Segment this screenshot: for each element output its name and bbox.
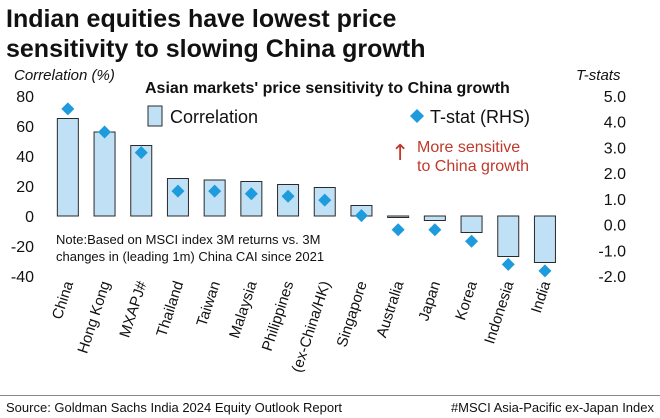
x-tick-label: Thailand [153, 279, 187, 339]
legend-tstat-label: T-stat (RHS) [430, 107, 530, 127]
bar [203, 179, 226, 217]
legend-correlation-label: Correlation [170, 107, 258, 127]
y2-tick-label: -2.0 [598, 269, 626, 286]
x-tick-label: Singapore [333, 279, 370, 349]
legend-bar-swatch [147, 105, 163, 127]
x-tick-label: Australia [373, 278, 407, 339]
y-tick-label: 20 [16, 179, 34, 196]
x-tick-label: Taiwan [193, 279, 224, 329]
annotation-line-1: More sensitive [417, 139, 520, 156]
x-tick-label: (ex-China/HK) [289, 279, 335, 375]
tstat-marker [61, 102, 75, 116]
bar [130, 145, 153, 217]
tstat-marker [244, 187, 258, 201]
x-tick-label: Japan [415, 279, 444, 323]
headline-line-2: sensitivity to slowing China growth [6, 35, 426, 63]
bar [387, 215, 410, 218]
x-tick-label: Indonesia [481, 278, 517, 346]
y-tick-label: 60 [16, 119, 34, 136]
x-tick-label: Korea [452, 278, 481, 322]
annotation-line-2: to China growth [417, 158, 529, 175]
left-axis-ticks: 80 60 40 20 0 -20 -40 [11, 89, 34, 286]
headline-line-1: Indian equities have lowest price [6, 5, 397, 33]
bar [460, 215, 483, 233]
x-tick-label: India [528, 278, 554, 315]
legend-diamond-marker [410, 109, 424, 123]
y-tick-label: -20 [11, 239, 34, 256]
bar [533, 215, 556, 263]
footer: Source: Goldman Sachs India 2024 Equity … [0, 395, 660, 418]
bar [56, 118, 79, 217]
x-tick-label: China [49, 278, 77, 321]
tstat-marker [208, 184, 222, 198]
tstat-marker [318, 193, 332, 207]
tstat-marker [391, 223, 405, 237]
note-line-1: Note:Based on MSCI index 3M returns vs. … [56, 232, 320, 247]
y2-tick-label: -1.0 [598, 243, 626, 260]
x-tick-label: Philippines [259, 279, 298, 353]
y-tick-label: 0 [25, 209, 34, 226]
x-tick-label: Hong Kong [74, 279, 113, 356]
tstat-marker [354, 209, 368, 223]
bar [497, 215, 520, 257]
tstat-marker [281, 189, 295, 203]
y2-tick-label: 3.0 [604, 140, 626, 157]
annotation: ↑ More sensitive to China growth [391, 139, 529, 175]
tstat-marker [134, 146, 148, 160]
y2-tick-label: 5.0 [604, 89, 626, 106]
tstat-marker [428, 223, 442, 237]
source-note: Source: Goldman Sachs India 2024 Equity … [6, 400, 343, 415]
y-tick-label: -40 [11, 269, 34, 286]
tstat-marker [501, 257, 515, 271]
footnote: #MSCI Asia-Pacific ex-Japan Index [450, 400, 654, 415]
y2-axis-label: T-stats [576, 67, 621, 84]
y2-tick-label: 0.0 [604, 218, 626, 235]
bar [423, 215, 446, 221]
annotation-arrow: ↑ [391, 141, 409, 166]
tstat-marker [538, 264, 552, 278]
y2-tick-label: 4.0 [604, 115, 626, 132]
y-tick-label: 40 [16, 149, 34, 166]
legend: Correlation T-stat (RHS) [147, 105, 530, 127]
right-axis-ticks: 5.0 4.0 3.0 2.0 1.0 0.0 -1.0 -2.0 [598, 89, 626, 286]
chart-title: Asian markets' price sensitivity to Chin… [145, 80, 510, 97]
y-axis-label: Correlation (%) [14, 67, 115, 84]
tstat-marker [98, 125, 112, 139]
bar [93, 131, 116, 217]
tstat-markers [61, 102, 552, 278]
y2-tick-label: 1.0 [604, 192, 626, 209]
tstat-marker [465, 234, 479, 248]
headline: Indian equities have lowest price sensit… [6, 4, 646, 64]
y2-tick-label: 2.0 [604, 166, 626, 183]
note: Note:Based on MSCI index 3M returns vs. … [56, 232, 324, 264]
note-line-2: changes in (leading 1m) China CAI since … [56, 249, 324, 264]
tstat-marker [171, 184, 185, 198]
x-tick-label: MXAPJ# [116, 278, 150, 339]
chart: Correlation (%) T-stats Asian markets' p… [11, 67, 626, 375]
y-tick-label: 80 [16, 89, 34, 106]
x-tick-label: Malaysia [226, 278, 261, 340]
